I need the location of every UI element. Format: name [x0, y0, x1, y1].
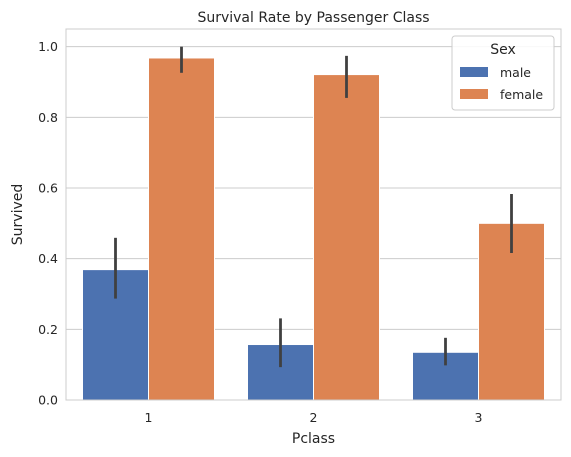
y-tick-label: 0.8 — [38, 110, 58, 125]
legend-swatch-female — [460, 89, 488, 99]
chart-title: Survival Rate by Passenger Class — [197, 10, 429, 26]
y-tick-label: 0.6 — [38, 181, 58, 196]
y-tick-label: 1.0 — [38, 39, 58, 54]
plot-frame — [65, 28, 562, 401]
x-tick-label: 3 — [475, 410, 483, 425]
x-tick-label: 1 — [145, 410, 153, 425]
y-tick-labels: 0.0 0.2 0.4 0.6 0.8 1.0 — [38, 39, 58, 407]
legend-label-female: female — [500, 87, 543, 102]
x-axis-label: Pclass — [292, 431, 335, 447]
y-axis-label: Survived — [10, 184, 26, 245]
y-tick-label: 0.4 — [38, 251, 58, 266]
legend-swatch-male — [460, 67, 488, 77]
y-tick-label: 0.2 — [38, 322, 58, 337]
x-tick-labels: 1 2 3 — [145, 410, 483, 425]
bar-female-class-2 — [313, 74, 380, 401]
legend-title: Sex — [490, 42, 516, 58]
bar-female-class-1 — [148, 57, 215, 401]
legend: Sex male female — [451, 35, 555, 111]
error-bars — [114, 46, 513, 368]
y-tick-label: 0.0 — [38, 393, 58, 408]
legend-label-male: male — [500, 65, 531, 80]
x-tick-label: 2 — [310, 410, 318, 425]
